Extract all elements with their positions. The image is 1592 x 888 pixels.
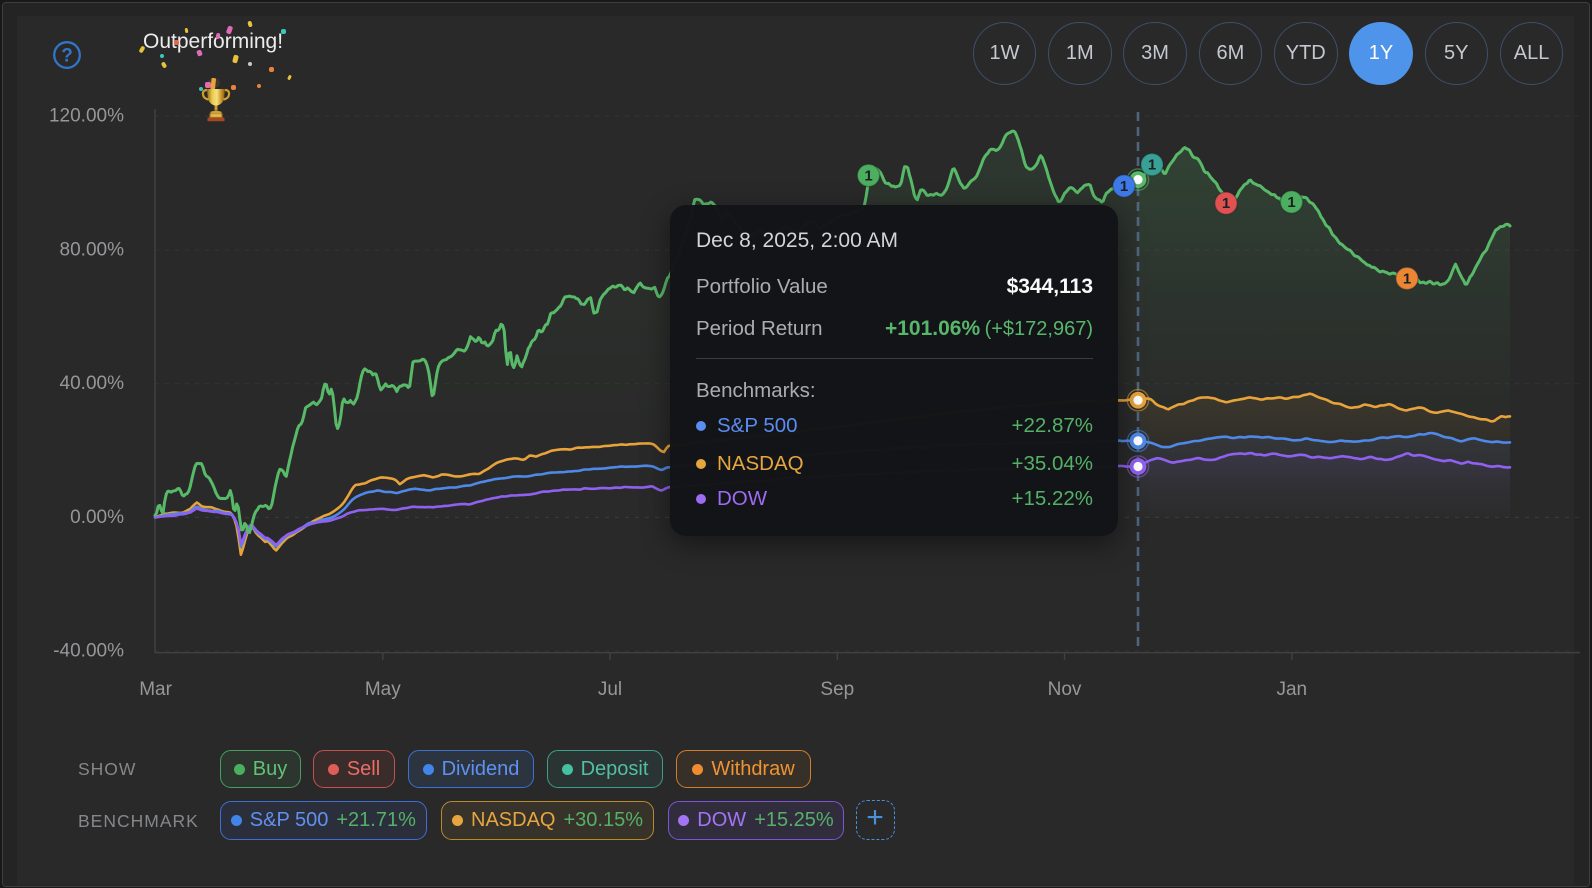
svg-text:1: 1: [1287, 194, 1295, 211]
svg-text:Nov: Nov: [1048, 679, 1082, 700]
svg-text:1: 1: [1222, 195, 1230, 212]
svg-text:1: 1: [1148, 157, 1156, 174]
svg-text:Jan: Jan: [1276, 679, 1307, 700]
svg-text:1: 1: [864, 167, 872, 184]
svg-text:Jul: Jul: [598, 679, 622, 700]
svg-text:80.00%: 80.00%: [60, 240, 125, 261]
svg-text:Sep: Sep: [820, 679, 854, 700]
svg-text:?: ?: [61, 46, 73, 67]
svg-text:40.00%: 40.00%: [60, 373, 125, 394]
svg-text:Mar: Mar: [139, 679, 172, 700]
svg-text:May: May: [365, 679, 401, 700]
svg-text:-40.00%: -40.00%: [53, 641, 124, 662]
svg-text:1: 1: [1120, 178, 1128, 195]
svg-text:1: 1: [1403, 270, 1411, 287]
svg-text:120.00%: 120.00%: [49, 106, 124, 127]
svg-text:0.00%: 0.00%: [70, 507, 124, 528]
